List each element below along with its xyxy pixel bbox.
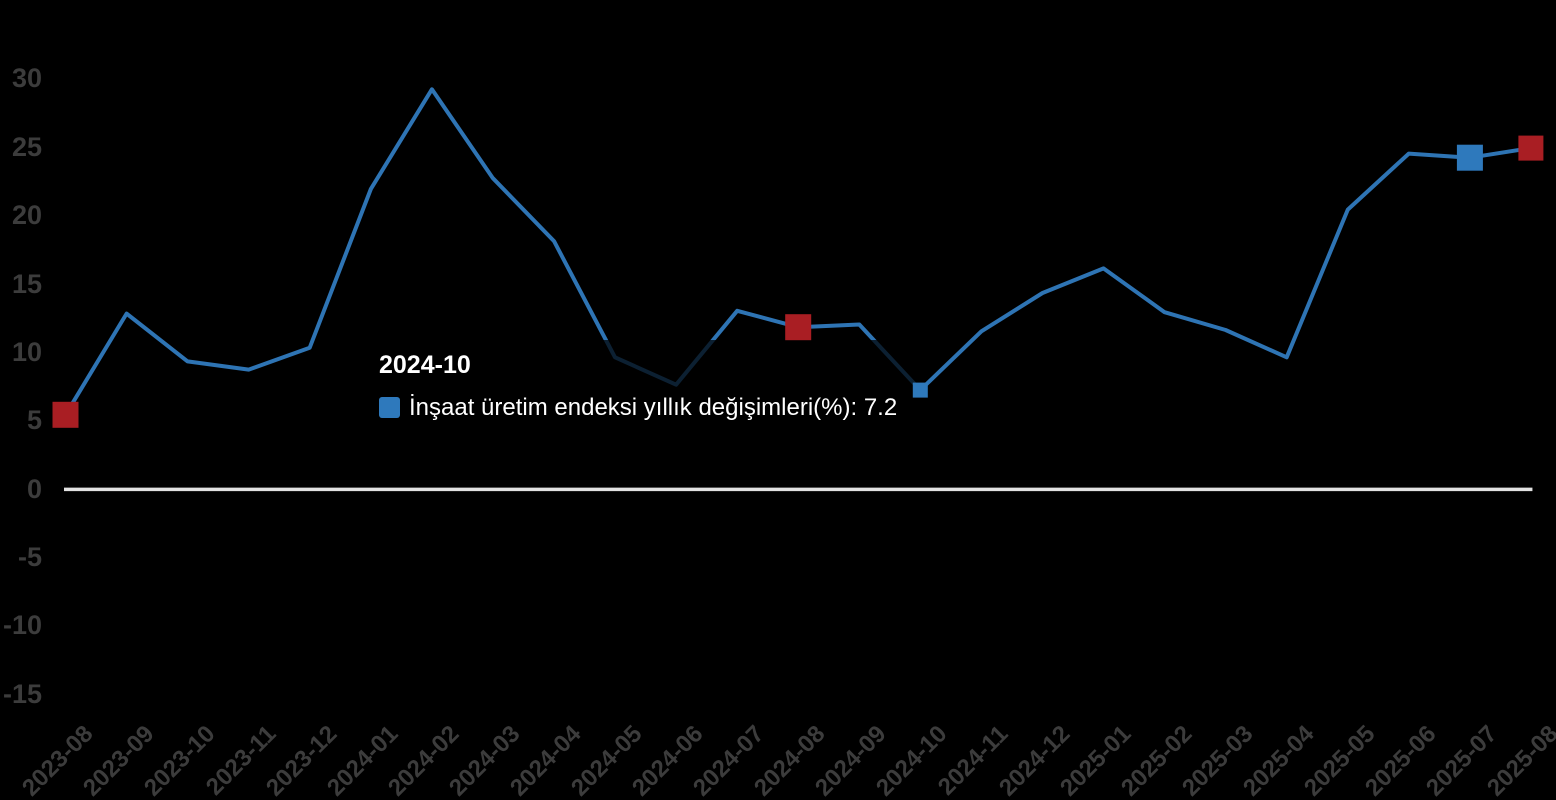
data-point-marker-2024-08[interactable] — [785, 314, 812, 341]
data-point-marker-2024-10[interactable] — [912, 382, 928, 398]
y-axis-label-10: 10 — [11, 336, 42, 367]
y-axis-label-25: 25 — [11, 131, 42, 162]
data-point-marker-2025-07[interactable] — [1456, 144, 1483, 171]
y-axis-label-20: 20 — [11, 200, 42, 231]
y-axis-label-15: 15 — [11, 268, 42, 299]
y-axis-label--5: -5 — [17, 542, 42, 572]
tooltip-title: 2024-10 — [379, 351, 471, 379]
tooltip-series-row: İnşaat üretim endeksi yıllık değişimleri… — [379, 394, 897, 421]
tooltip: 2024-10 İnşaat üretim endeksi yıllık değ… — [365, 340, 918, 437]
data-point-marker-2023-08[interactable] — [52, 401, 79, 428]
y-axis-label-0: 0 — [26, 473, 42, 504]
tooltip-series-text: İnşaat üretim endeksi yıllık değişimleri… — [409, 394, 898, 421]
y-axis-label--10: -10 — [2, 610, 42, 641]
data-point-marker-2025-08[interactable] — [1518, 135, 1544, 161]
y-axis-label-5: 5 — [26, 405, 42, 436]
series-legend-marker — [379, 397, 400, 418]
y-axis-label--15: -15 — [2, 678, 42, 709]
y-axis-label-30: 30 — [11, 63, 42, 94]
